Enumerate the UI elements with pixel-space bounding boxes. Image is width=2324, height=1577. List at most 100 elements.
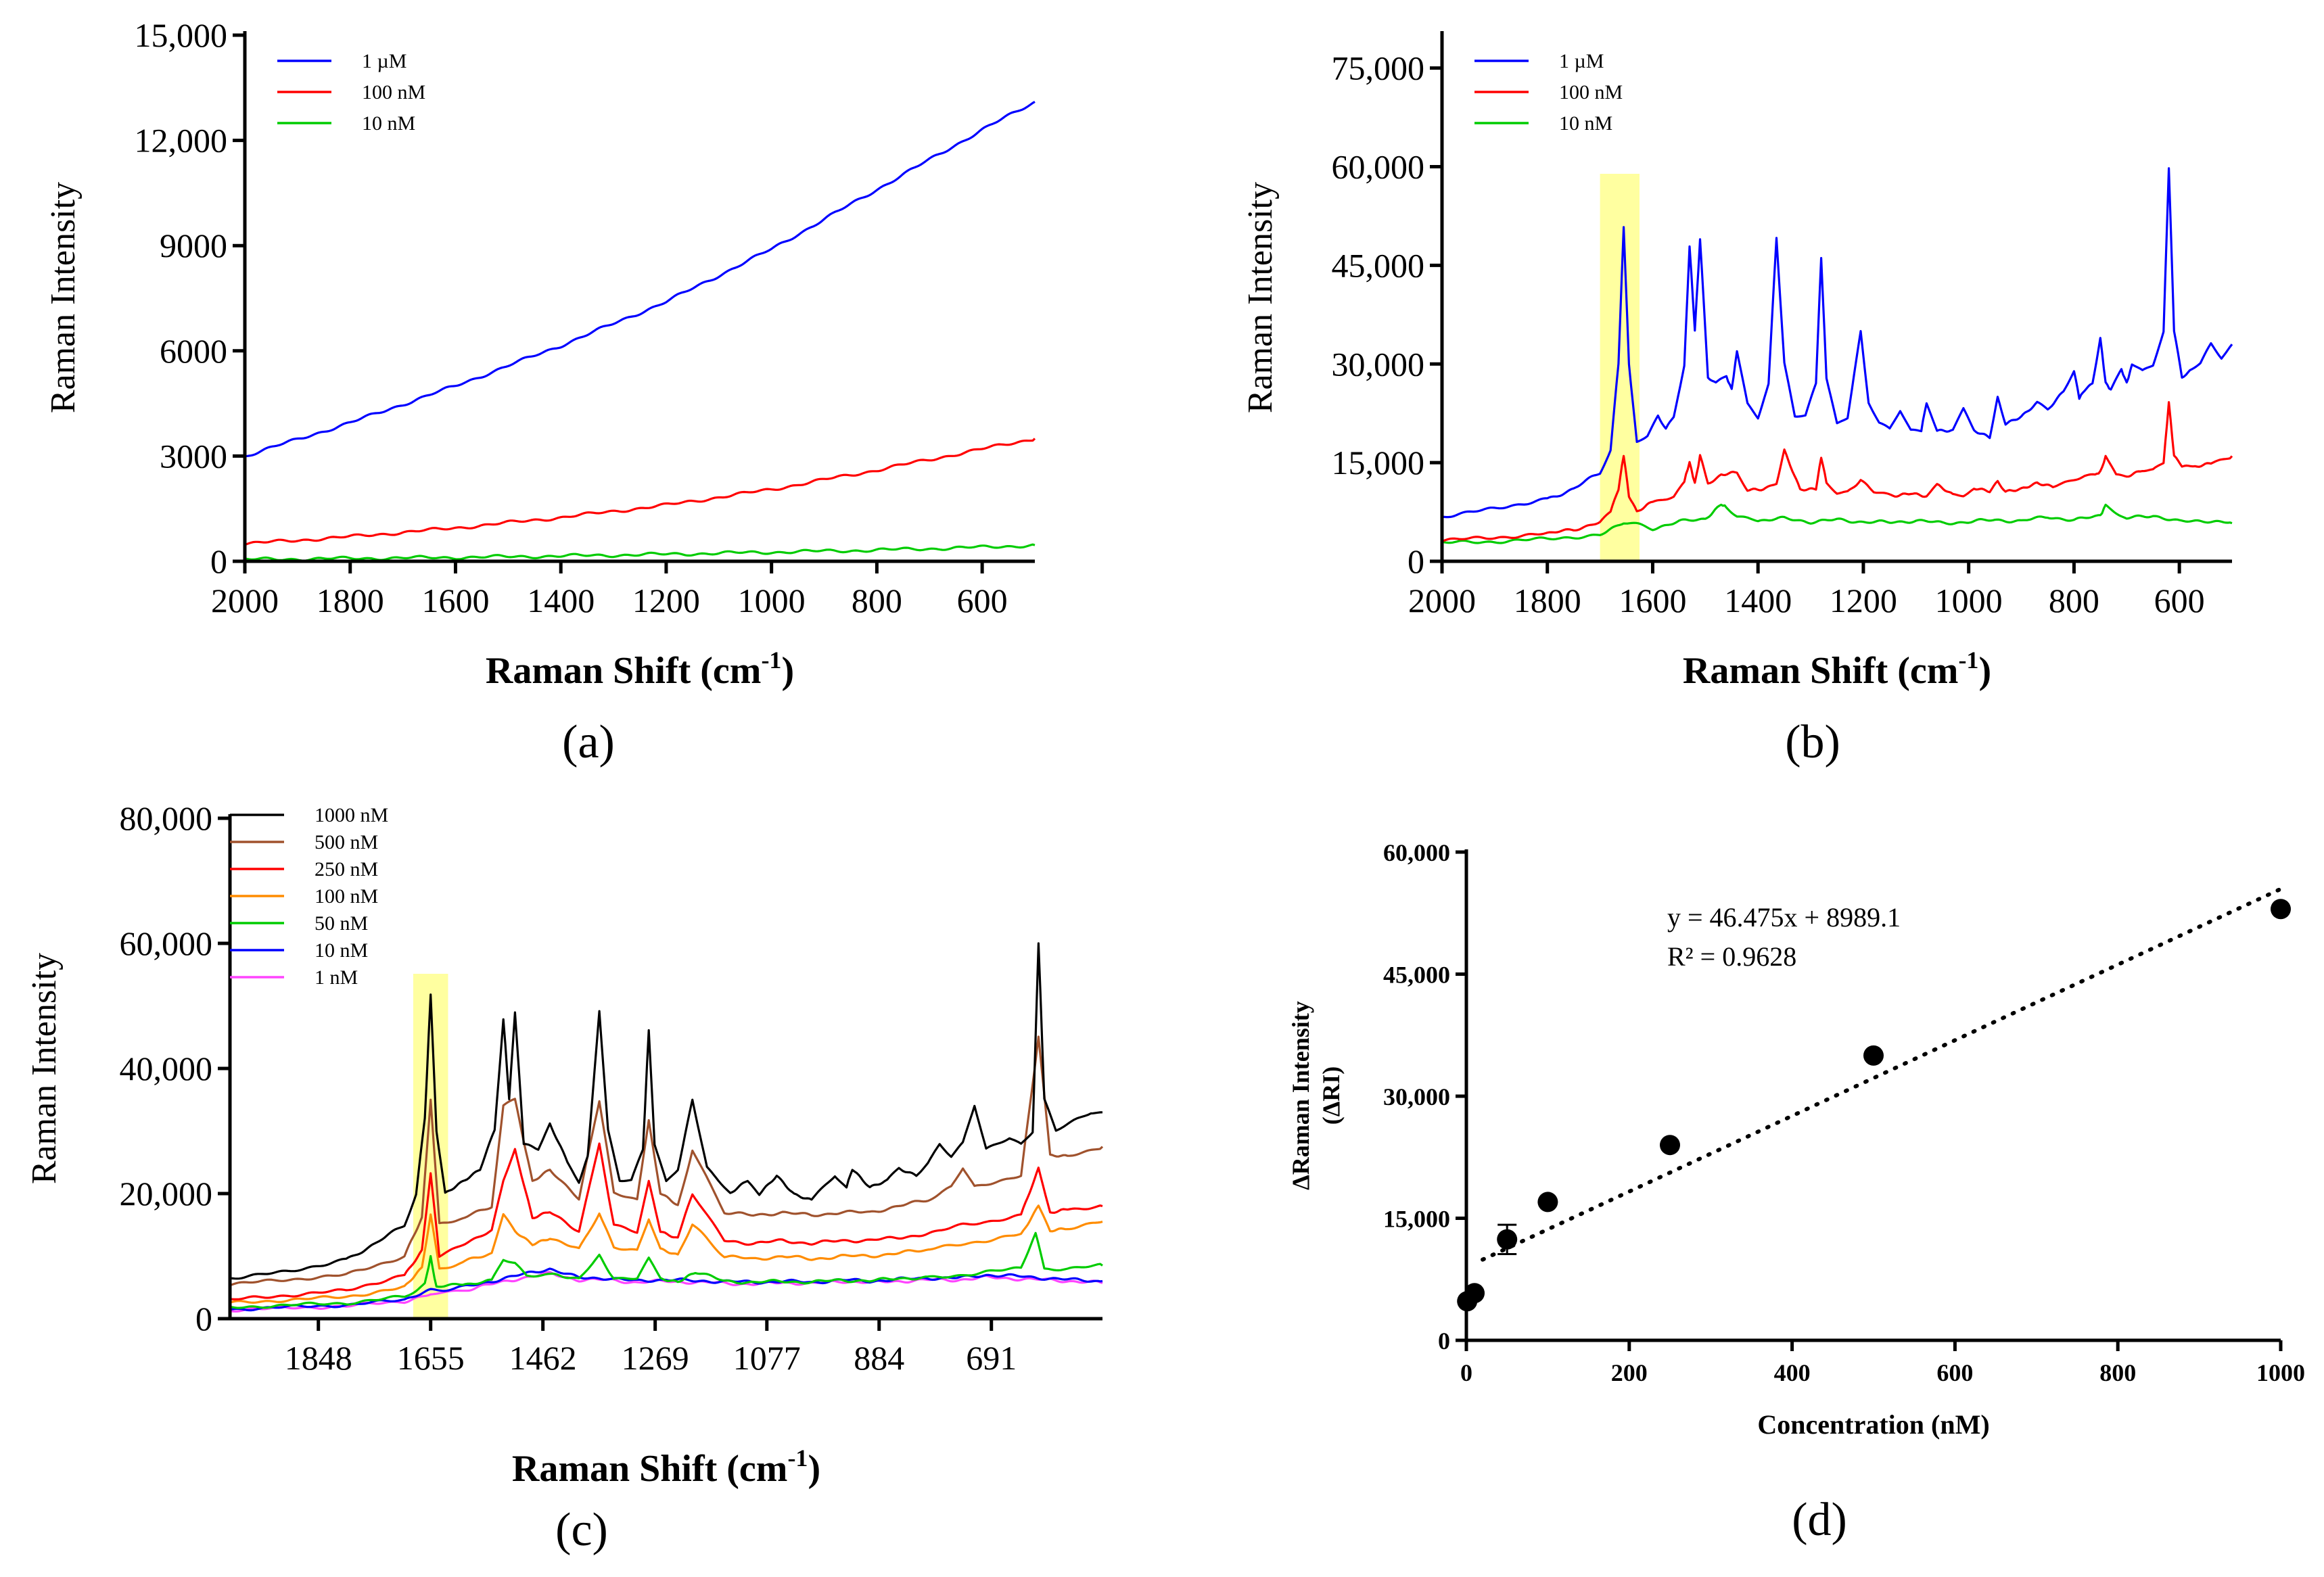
x-axis-label: Raman Shift (cm-1) bbox=[1683, 646, 1991, 692]
y-tick-label: 9000 bbox=[160, 227, 227, 264]
y-tick-label: 80,000 bbox=[120, 799, 213, 837]
legend-label: 1 nM bbox=[315, 966, 358, 989]
legend-label: 500 nM bbox=[315, 831, 378, 853]
legend-label: 1 µM bbox=[362, 50, 406, 72]
x-tick-label: 1462 bbox=[509, 1339, 577, 1377]
x-axis-label-superscript: -1 bbox=[787, 1444, 808, 1472]
data-point bbox=[1660, 1135, 1680, 1156]
x-tick-label: 600 bbox=[957, 582, 1008, 619]
panel-label: (b) bbox=[1785, 716, 1840, 768]
x-axis-label-text: Raman Shift (cm bbox=[512, 1448, 788, 1490]
x-tick-label: 600 bbox=[1936, 1359, 1973, 1386]
x-tick-label: 600 bbox=[2154, 582, 2205, 619]
y-tick-label: 0 bbox=[210, 542, 227, 580]
y-tick-label: 3000 bbox=[160, 437, 227, 475]
y-tick-label: 0 bbox=[1438, 1327, 1450, 1355]
y-tick-label: 30,000 bbox=[1383, 1083, 1450, 1110]
series-line-100-nM bbox=[244, 438, 1036, 546]
y-tick-label: 6000 bbox=[160, 332, 227, 370]
panel-label: (d) bbox=[1792, 1494, 1847, 1546]
x-tick-label: 800 bbox=[2099, 1359, 2136, 1386]
legend-label: 50 nM bbox=[315, 912, 368, 935]
y-tick-label: 12,000 bbox=[135, 122, 228, 160]
x-axis-label-text: Raman Shift (cm bbox=[486, 650, 762, 692]
y-tick-label: 40,000 bbox=[120, 1050, 213, 1087]
legend-label: 1 µM bbox=[1559, 50, 1604, 72]
y-tick-label: 45,000 bbox=[1383, 962, 1450, 989]
y-tick-label: 60,000 bbox=[1383, 839, 1450, 866]
highlight-band bbox=[1600, 174, 1640, 561]
x-axis-label-close: ) bbox=[1978, 650, 1991, 692]
y-axis-label-line1: ΔRaman Intensity bbox=[1287, 1001, 1314, 1190]
x-tick-label: 200 bbox=[1611, 1359, 1648, 1386]
trend-equation: y = 46.475x + 8989.1 bbox=[1667, 902, 1901, 933]
r-squared: R² = 0.9628 bbox=[1667, 941, 1796, 972]
series-line-1-µM bbox=[1441, 167, 2233, 519]
series-line-500-nM bbox=[229, 1035, 1104, 1287]
series-line-50-nM bbox=[229, 1231, 1103, 1309]
y-tick-label: 15,000 bbox=[135, 16, 228, 54]
panel-b: 0 15,000 30,000 45,000 60,000 75,000 2000 1800 1… bbox=[1241, 31, 2233, 768]
x-tick-label: 400 bbox=[1774, 1359, 1811, 1386]
x-tick-label: 2000 bbox=[211, 582, 279, 619]
x-tick-label: 1269 bbox=[622, 1339, 689, 1377]
y-tick-label: 45,000 bbox=[1332, 246, 1425, 284]
legend-label: 10 nM bbox=[315, 939, 368, 962]
x-tick-label: 1800 bbox=[317, 582, 384, 619]
y-axis-label: Raman Intensity bbox=[1241, 182, 1280, 413]
x-axis-label-text: Raman Shift (cm bbox=[1683, 650, 1959, 692]
x-tick-label: 1400 bbox=[1724, 582, 1792, 619]
x-axis-label-close: ) bbox=[808, 1448, 820, 1490]
y-axis-label: Raman Intensity bbox=[25, 953, 64, 1184]
x-tick-label: 800 bbox=[852, 582, 902, 619]
data-point bbox=[1537, 1192, 1558, 1213]
y-tick-label: 15,000 bbox=[1332, 444, 1425, 481]
x-tick-label: 1655 bbox=[397, 1339, 465, 1377]
x-tick-label: 1000 bbox=[738, 582, 806, 619]
x-tick-label: 1848 bbox=[285, 1339, 352, 1377]
y-tick-label: 30,000 bbox=[1332, 345, 1425, 383]
x-axis-label: Raman Shift (cm-1) bbox=[512, 1444, 820, 1490]
series-line-10-nM bbox=[1441, 503, 2233, 544]
panel-label: (c) bbox=[555, 1504, 608, 1556]
x-axis-label-superscript: -1 bbox=[761, 646, 781, 674]
x-tick-label: 1000 bbox=[1935, 582, 2003, 619]
y-axis-label: Raman Intensity bbox=[44, 182, 83, 413]
x-axis-label: Raman Shift (cm-1) bbox=[486, 646, 794, 692]
x-tick-label: 0 bbox=[1460, 1359, 1472, 1386]
x-tick-label: 884 bbox=[854, 1339, 904, 1377]
y-tick-label: 75,000 bbox=[1332, 49, 1425, 87]
x-tick-label: 1000 bbox=[2256, 1359, 2305, 1386]
series-line-250-nM bbox=[229, 1142, 1103, 1301]
x-axis-label: Concentration (nM) bbox=[1757, 1409, 1989, 1440]
x-tick-label: 1200 bbox=[1830, 582, 1897, 619]
y-tick-label: 15,000 bbox=[1383, 1206, 1450, 1233]
trendline bbox=[1481, 887, 2283, 1262]
series-line-1-µM bbox=[244, 101, 1036, 458]
x-axis-label-close: ) bbox=[781, 650, 794, 692]
legend-label: 100 nM bbox=[1559, 81, 1623, 103]
series-line-100-nM bbox=[1441, 401, 2233, 542]
x-tick-label: 1600 bbox=[421, 582, 489, 619]
legend-label: 100 nM bbox=[362, 81, 425, 103]
y-axis-label-line2: (ΔRI) bbox=[1318, 1066, 1345, 1125]
legend-label: 10 nM bbox=[362, 112, 415, 135]
data-point bbox=[2271, 899, 2291, 920]
series-line-10-nM bbox=[244, 543, 1036, 562]
y-tick-label: 0 bbox=[195, 1300, 212, 1338]
data-point bbox=[1464, 1283, 1485, 1304]
data-point bbox=[1863, 1045, 1884, 1066]
panel-label: (a) bbox=[562, 716, 615, 768]
panel-c: 0 20,000 40,000 60,000 80,000 1848 1655 1462 126… bbox=[25, 799, 1104, 1556]
legend-label: 10 nM bbox=[1559, 112, 1612, 135]
x-tick-label: 1400 bbox=[527, 582, 595, 619]
y-tick-label: 60,000 bbox=[120, 924, 213, 962]
x-tick-label: 2000 bbox=[1408, 582, 1476, 619]
x-tick-label: 1077 bbox=[733, 1339, 801, 1377]
legend-label: 250 nM bbox=[315, 858, 378, 880]
x-tick-label: 1600 bbox=[1619, 582, 1686, 619]
data-point bbox=[1497, 1229, 1518, 1250]
y-tick-label: 20,000 bbox=[120, 1175, 213, 1213]
x-tick-label: 1800 bbox=[1514, 582, 1581, 619]
